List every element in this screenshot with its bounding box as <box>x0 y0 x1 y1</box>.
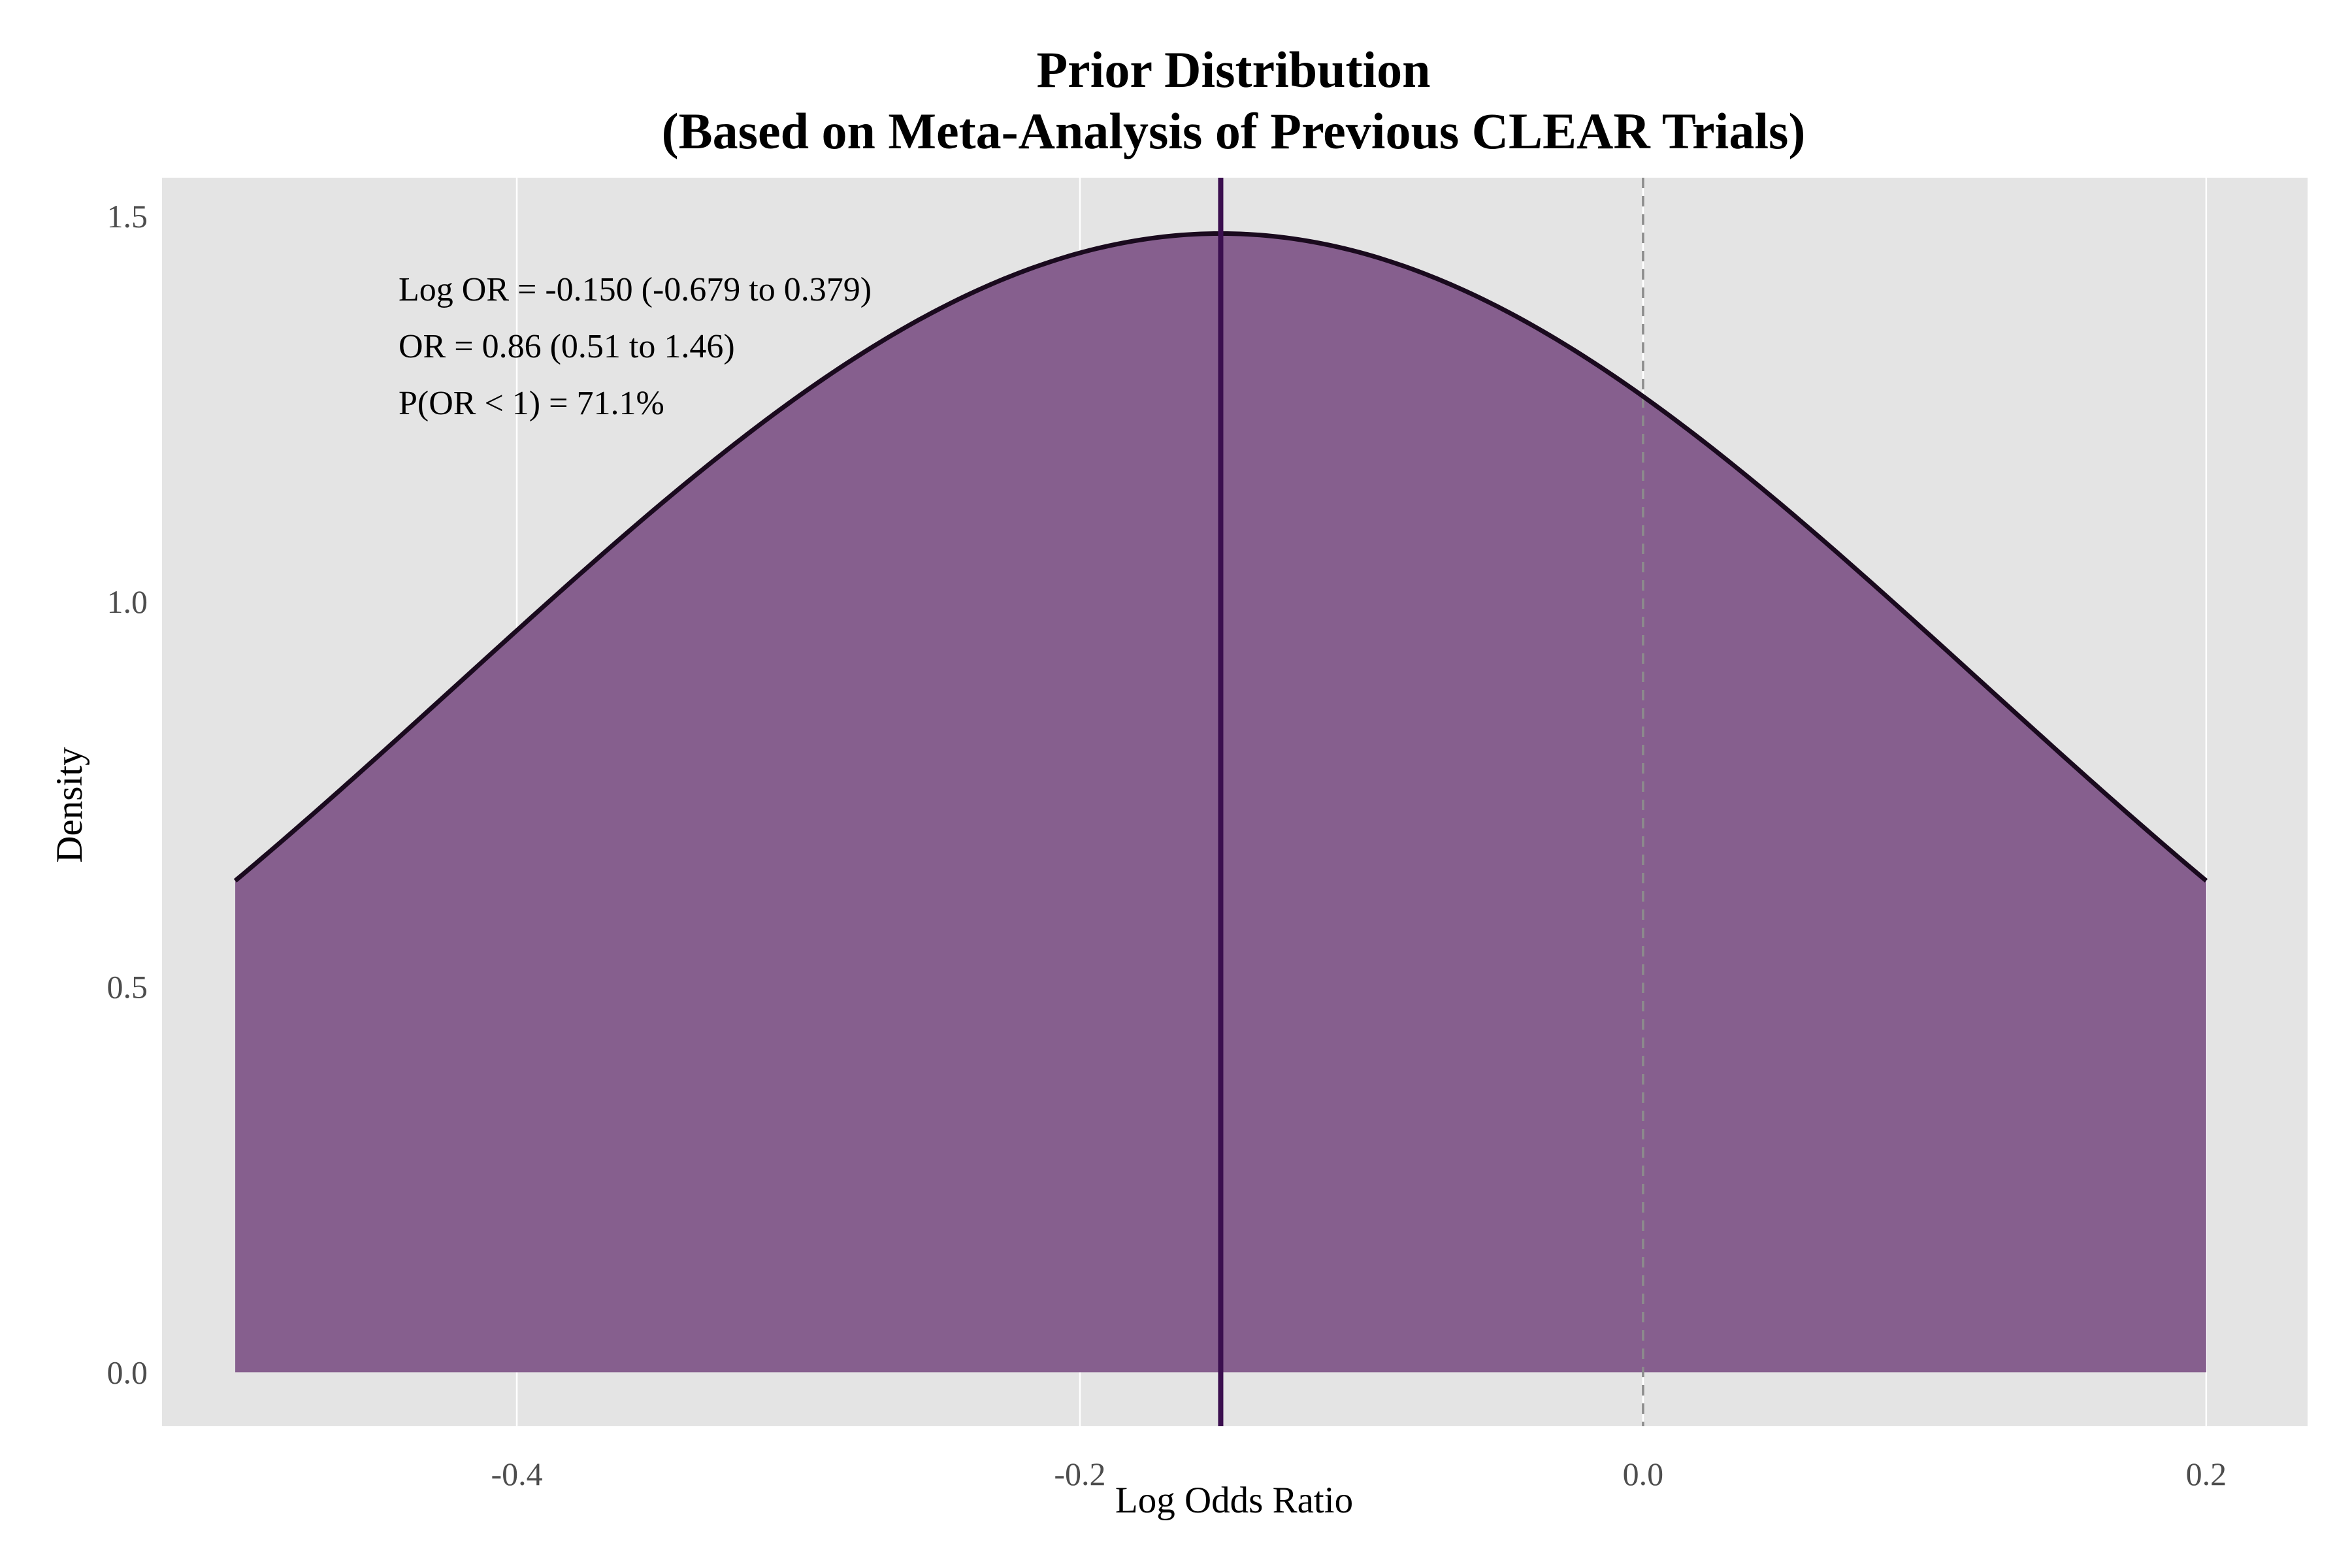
annotation-log-or: Log OR = -0.150 (-0.679 to 0.379) <box>399 271 872 308</box>
y-tick-label-1: 0.5 <box>107 969 148 1005</box>
x-tick-label-1: -0.2 <box>1054 1456 1105 1492</box>
x-tick-label-2: 0.0 <box>1623 1456 1664 1492</box>
x-axis-label: Log Odds Ratio <box>1115 1480 1353 1521</box>
y-axis-label: Density <box>49 747 90 863</box>
x-tick-label-0: -0.4 <box>491 1456 542 1492</box>
x-axis-ticks: -0.4 -0.2 0.0 0.2 <box>491 1456 2227 1492</box>
x-tick-label-3: 0.2 <box>2186 1456 2227 1492</box>
annotation-or: OR = 0.86 (0.51 to 1.46) <box>399 328 735 365</box>
annotation-probability: P(OR < 1) = 71.1% <box>399 385 664 422</box>
chart-title-line-1: Prior Distribution <box>1036 41 1430 98</box>
y-tick-label-3: 1.5 <box>107 198 148 235</box>
chart-title-line-2: (Based on Meta-Analysis of Previous CLEA… <box>662 103 1806 159</box>
y-tick-label-0: 0.0 <box>107 1354 148 1390</box>
y-tick-label-2: 1.0 <box>107 583 148 620</box>
y-axis-ticks: 0.0 0.5 1.0 1.5 <box>107 198 148 1390</box>
